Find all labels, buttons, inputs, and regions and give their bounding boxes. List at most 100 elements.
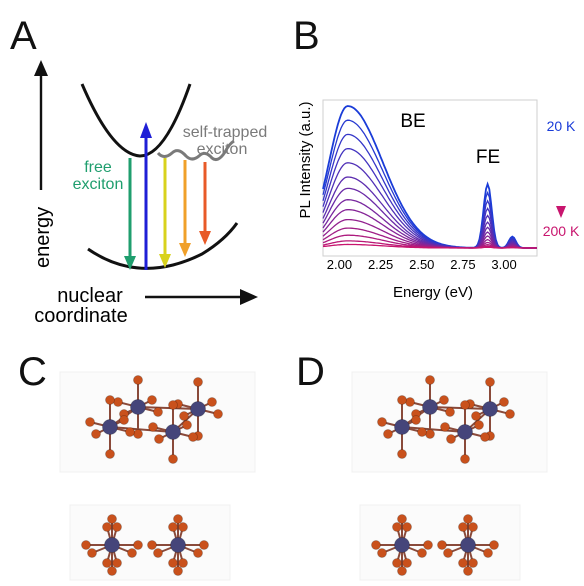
x-tick-label: 2.00 [327, 257, 352, 272]
halide-atom [113, 397, 123, 407]
halide-atom [87, 548, 97, 558]
panel-letter-a: A [10, 14, 37, 58]
halide-atom [173, 566, 183, 576]
halide-atom [397, 514, 407, 524]
halide-atom [458, 522, 468, 532]
halide-atom [460, 454, 470, 464]
halide-atom [483, 548, 493, 558]
st-emission-arrow-orange [179, 160, 191, 257]
panel-letter-b: B [293, 14, 320, 58]
temp-bottom-label: 200 K [543, 223, 580, 239]
halide-atom [463, 514, 473, 524]
metal-atom [190, 401, 206, 417]
halide-atom [474, 420, 484, 430]
halide-atom [437, 540, 447, 550]
fe-annotation: FE [476, 147, 500, 168]
halide-atom [112, 522, 122, 532]
halide-atom [147, 540, 157, 550]
halide-atom [480, 432, 490, 442]
halide-atom [499, 397, 509, 407]
metal-atom [457, 424, 473, 440]
halide-atom [505, 409, 515, 419]
coordinate-axis-label-2: coordinate [34, 305, 127, 327]
halide-atom [207, 397, 217, 407]
halide-atom [133, 540, 143, 550]
halide-atom [417, 427, 427, 437]
x-tick-label: 2.50 [409, 257, 434, 272]
free-exciton-label-1: free [84, 159, 112, 176]
x-tick-label: 2.25 [368, 257, 393, 272]
x-tick-label: 3.00 [491, 257, 516, 272]
bond [429, 406, 491, 410]
free-exciton-label-2: exciton [73, 176, 124, 193]
halide-atom [425, 375, 435, 385]
halide-atom [125, 427, 135, 437]
halide-atom [213, 409, 223, 419]
pl-series-line [322, 243, 537, 249]
halide-atom [133, 375, 143, 385]
halide-atom [468, 558, 478, 568]
halide-atom [440, 422, 450, 432]
energy-axis-label: energy [32, 207, 54, 268]
metal-atom [165, 424, 181, 440]
halide-atom [423, 540, 433, 550]
coordinate-axis-label-1: nuclear [57, 285, 123, 307]
x-tick-label: 2.75 [450, 257, 475, 272]
halide-atom [105, 449, 115, 459]
halide-atom [102, 522, 112, 532]
excitation-arrow [140, 122, 152, 270]
halide-atom [199, 540, 209, 550]
halide-atom [168, 522, 178, 532]
halide-atom [107, 566, 117, 576]
excited-state-curve [80, 83, 192, 158]
halide-atom [168, 558, 178, 568]
halide-atom [81, 540, 91, 550]
halide-atom [446, 434, 456, 444]
halide-atom [463, 566, 473, 576]
halide-atom [127, 548, 137, 558]
bond [137, 406, 199, 410]
temperature-scale-arrowhead [556, 206, 566, 218]
metal-atom [130, 399, 146, 415]
halide-atom [377, 548, 387, 558]
halide-atom [392, 522, 402, 532]
halide-atom [178, 558, 188, 568]
panel-letter-c: C [18, 350, 47, 394]
halide-atom [405, 397, 415, 407]
halide-atom [91, 429, 101, 439]
self-trapped-label-1: self-trapped [183, 124, 268, 141]
halide-atom [411, 415, 421, 425]
be-annotation: BE [400, 111, 425, 132]
halide-atom [445, 407, 455, 417]
halide-atom [153, 407, 163, 417]
halide-atom [102, 558, 112, 568]
halide-atom [402, 522, 412, 532]
halide-atom [179, 411, 189, 421]
halide-atom [112, 558, 122, 568]
st-emission-arrow-yellow [159, 158, 171, 268]
halide-atom [397, 566, 407, 576]
halide-atom [371, 540, 381, 550]
metal-atom [102, 419, 118, 435]
ground-state-curve [87, 222, 239, 270]
halide-atom [402, 558, 412, 568]
halide-atom [85, 417, 95, 427]
self-trapped-label-2: exciton [197, 141, 248, 158]
halide-atom [471, 411, 481, 421]
bond [401, 426, 466, 433]
y-axis-label: PL Intensity (a.u.) [297, 101, 314, 218]
metal-atom [104, 537, 120, 553]
x-axis-label: Energy (eV) [393, 284, 473, 301]
halide-atom [147, 395, 157, 405]
halide-atom [485, 377, 495, 387]
halide-atom [458, 558, 468, 568]
metal-atom [422, 399, 438, 415]
halide-atom [182, 420, 192, 430]
halide-atom [397, 449, 407, 459]
halide-atom [383, 429, 393, 439]
temp-top-label: 20 K [547, 118, 576, 134]
metal-atom [482, 401, 498, 417]
halide-atom [178, 522, 188, 532]
metal-atom [460, 537, 476, 553]
